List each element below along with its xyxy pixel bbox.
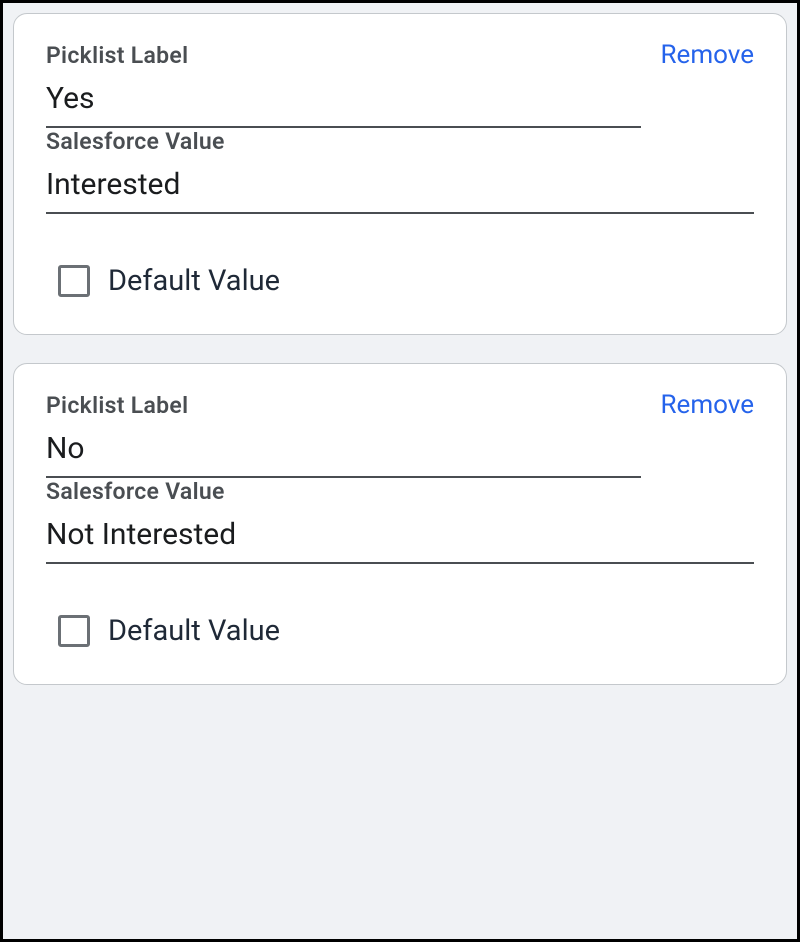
salesforce-value-input[interactable] bbox=[46, 513, 754, 564]
card-header: Picklist Label Remove bbox=[46, 392, 754, 478]
picklist-label-field: Picklist Label bbox=[46, 392, 641, 478]
salesforce-value-field: Salesforce Value bbox=[46, 478, 754, 564]
default-value-checkbox[interactable] bbox=[58, 615, 90, 647]
picklist-option-card: Picklist Label Remove Salesforce Value D… bbox=[13, 13, 787, 335]
remove-link[interactable]: Remove bbox=[661, 40, 754, 70]
picklist-label-title: Picklist Label bbox=[46, 42, 641, 69]
default-value-row: Default Value bbox=[58, 614, 754, 648]
default-value-row: Default Value bbox=[58, 264, 754, 298]
picklist-label-input[interactable] bbox=[46, 77, 641, 128]
remove-link[interactable]: Remove bbox=[661, 390, 754, 420]
default-value-checkbox[interactable] bbox=[58, 265, 90, 297]
salesforce-value-input[interactable] bbox=[46, 163, 754, 214]
card-header: Picklist Label Remove bbox=[46, 42, 754, 128]
picklist-option-card: Picklist Label Remove Salesforce Value D… bbox=[13, 363, 787, 685]
picklist-label-input[interactable] bbox=[46, 427, 641, 478]
salesforce-value-field: Salesforce Value bbox=[46, 128, 754, 214]
salesforce-value-title: Salesforce Value bbox=[46, 478, 754, 505]
default-value-label: Default Value bbox=[108, 614, 280, 648]
salesforce-value-title: Salesforce Value bbox=[46, 128, 754, 155]
picklist-label-field: Picklist Label bbox=[46, 42, 641, 128]
default-value-label: Default Value bbox=[108, 264, 280, 298]
picklist-label-title: Picklist Label bbox=[46, 392, 641, 419]
